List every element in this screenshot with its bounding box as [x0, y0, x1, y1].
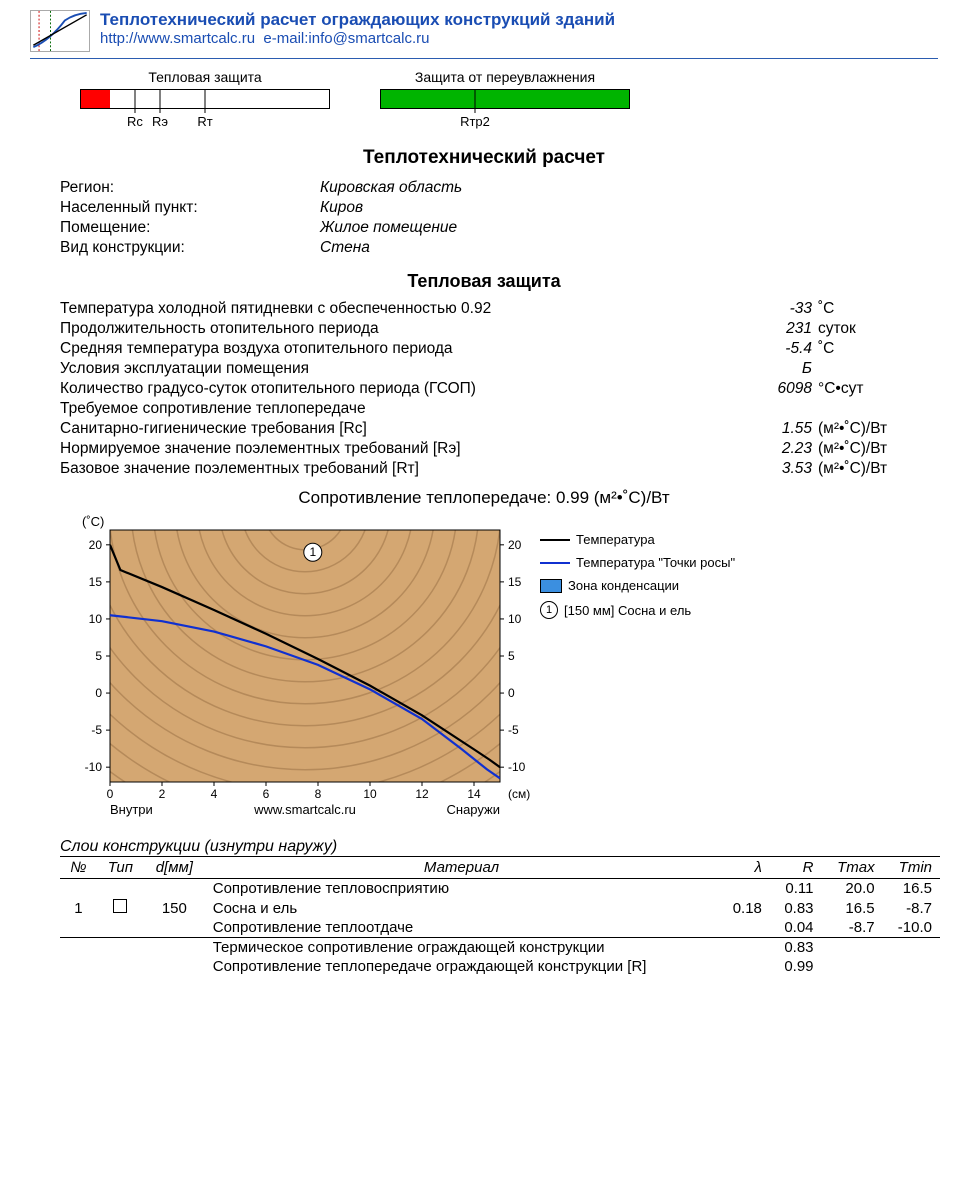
param-value: 231	[748, 320, 818, 338]
layers-col: λ	[718, 857, 770, 879]
param-unit: (м²•˚С)/Вт	[818, 440, 938, 458]
svg-text:(˚C): (˚C)	[82, 514, 104, 529]
param-label: Требуемое сопротивление теплопередаче	[60, 400, 748, 418]
section1-title: Теплотехнический расчет	[30, 147, 938, 169]
param-value: 6098	[748, 380, 818, 398]
info-val: Кировская область	[320, 179, 462, 197]
layers-col: №	[60, 857, 97, 879]
param-label: Базовое значение поэлементных требований…	[60, 460, 748, 478]
logo-icon	[30, 10, 90, 52]
svg-text:Снаружи: Снаружи	[447, 802, 501, 817]
param-value: -33	[748, 300, 818, 318]
svg-text:Rэ: Rэ	[152, 114, 168, 129]
page-header: Теплотехнический расчет ограждающих конс…	[30, 10, 938, 59]
layers-table: №Типd[мм]МатериалλRTmaxTminСопротивление…	[60, 856, 940, 976]
param-unit: (м²•˚С)/Вт	[818, 420, 938, 438]
svg-text:0: 0	[107, 787, 114, 801]
param-unit: °C•сут	[818, 380, 938, 398]
legend-item: Температура "Точки росы"	[540, 555, 735, 570]
svg-text:20: 20	[508, 538, 522, 552]
svg-text:5: 5	[95, 649, 102, 663]
layers-col: d[мм]	[144, 857, 205, 879]
layers-col: Tmin	[883, 857, 940, 879]
param-value: 1.55	[748, 420, 818, 438]
svg-text:0: 0	[508, 686, 515, 700]
svg-text:-10: -10	[85, 760, 103, 774]
section2-title: Тепловая защита	[30, 271, 938, 292]
info-key: Населенный пункт:	[60, 199, 320, 217]
svg-text:Rс: Rс	[127, 114, 143, 129]
svg-text:4: 4	[211, 787, 218, 801]
param-value: 2.23	[748, 440, 818, 458]
param-value: -5.4	[748, 340, 818, 358]
temperature-chart: (˚C) -10 -10 -5 -5 0 0 5 5 10 10 15 15 20 20 0 2 4 6 8 10 12 1…	[60, 512, 530, 822]
param-unit: суток	[818, 320, 938, 338]
info-block: Регион:Кировская областьНаселенный пункт…	[30, 179, 938, 257]
svg-text:15: 15	[508, 575, 522, 589]
moisture-bar-title: Защита от переувлажнения	[380, 69, 630, 85]
param-label: Санитарно-гигиенические требования [Rс]	[60, 420, 748, 438]
svg-text:5: 5	[508, 649, 515, 663]
svg-text:10: 10	[508, 612, 522, 626]
layers-col: Tmax	[822, 857, 883, 879]
svg-text:Rтр2: Rтр2	[460, 114, 490, 129]
moisture-bar: Rтр2	[380, 89, 630, 129]
page-url: http://www.smartcalc.ru e-mail:info@smar…	[100, 30, 615, 47]
svg-text:2: 2	[159, 787, 166, 801]
info-key: Регион:	[60, 179, 320, 197]
svg-text:20: 20	[89, 538, 103, 552]
svg-text:15: 15	[89, 575, 103, 589]
svg-text:10: 10	[89, 612, 103, 626]
info-key: Вид конструкции:	[60, 239, 320, 257]
svg-text:0: 0	[95, 686, 102, 700]
svg-text:1: 1	[309, 545, 316, 559]
legend-item: 1[150 мм] Сосна и ель	[540, 601, 735, 619]
param-value: 3.53	[748, 460, 818, 478]
svg-text:Внутри: Внутри	[110, 802, 153, 817]
thermal-bar: Rс Rэ Rт	[80, 89, 330, 129]
info-val: Стена	[320, 239, 370, 257]
layers-title: Слои конструкции (изнутри наружу)	[60, 838, 938, 856]
svg-text:-5: -5	[508, 723, 519, 737]
params-block: Температура холодной пятидневки с обеспе…	[30, 300, 938, 478]
layers-col: Тип	[97, 857, 144, 879]
param-label: Нормируемое значение поэлементных требов…	[60, 440, 748, 458]
param-label: Средняя температура воздуха отопительног…	[60, 340, 748, 358]
svg-text:Rт: Rт	[197, 114, 212, 129]
svg-text:12: 12	[415, 787, 429, 801]
info-key: Помещение:	[60, 219, 320, 237]
layers-col: Материал	[205, 857, 719, 879]
page-title: Теплотехнический расчет ограждающих конс…	[100, 10, 615, 30]
param-value: Б	[748, 360, 818, 378]
svg-text:(см): (см)	[508, 787, 530, 801]
layers-col: R	[770, 857, 822, 879]
chart-legend: Температура Температура "Точки росы" Зона …	[540, 532, 735, 822]
param-label: Температура холодной пятидневки с обеспе…	[60, 300, 748, 318]
chart-area: (˚C) -10 -10 -5 -5 0 0 5 5 10 10 15 15 20 20 0 2 4 6 8 10 12 1…	[60, 512, 938, 822]
status-bars: Тепловая защита Rс Rэ Rт Защита от переувл…	[30, 69, 938, 129]
svg-text:-5: -5	[91, 723, 102, 737]
param-unit: (м²•˚С)/Вт	[818, 460, 938, 478]
param-label: Условия эксплуатации помещения	[60, 360, 748, 378]
param-unit: ˚C	[818, 340, 938, 358]
svg-text:www.smartcalc.ru: www.smartcalc.ru	[253, 802, 356, 817]
svg-text:6: 6	[263, 787, 270, 801]
param-unit: ˚C	[818, 300, 938, 318]
svg-text:14: 14	[467, 787, 481, 801]
info-val: Жилое помещение	[320, 219, 457, 237]
info-val: Киров	[320, 199, 363, 217]
param-label: Продолжительность отопительного периода	[60, 320, 748, 338]
legend-item: Температура	[540, 532, 735, 547]
thermal-bar-title: Тепловая защита	[80, 69, 330, 85]
svg-text:10: 10	[363, 787, 377, 801]
chart-title: Сопротивление теплопередаче: 0.99 (м²•˚С…	[30, 488, 938, 508]
param-label: Количество градусо-суток отопительного п…	[60, 380, 748, 398]
svg-text:-10: -10	[508, 760, 526, 774]
svg-text:8: 8	[315, 787, 322, 801]
legend-item: Зона конденсации	[540, 578, 735, 593]
